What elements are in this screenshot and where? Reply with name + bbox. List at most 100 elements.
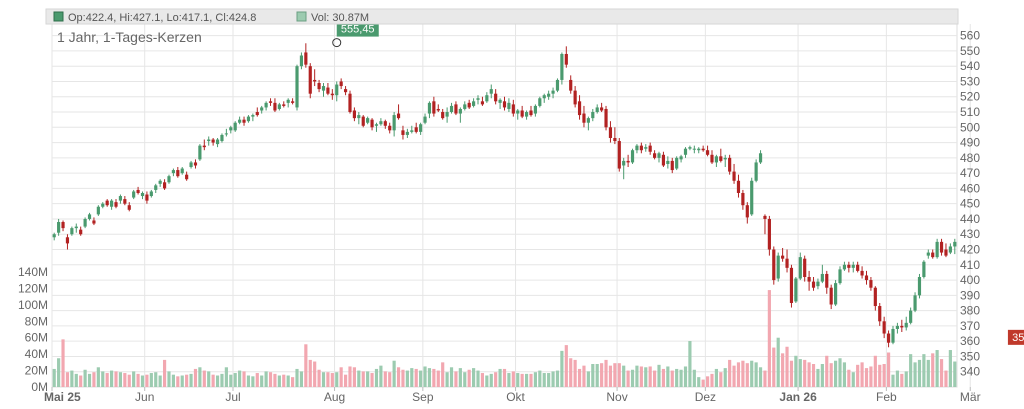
candle-body bbox=[379, 121, 383, 125]
volume-bar bbox=[935, 350, 939, 387]
volume-bar bbox=[273, 373, 277, 387]
candle-body bbox=[820, 273, 824, 282]
candle-body bbox=[110, 200, 114, 207]
volume-bar bbox=[379, 365, 383, 387]
volume-bar bbox=[127, 374, 131, 387]
volume-bar bbox=[282, 374, 286, 387]
candle-body bbox=[533, 105, 537, 114]
candle-body bbox=[87, 214, 92, 219]
candle-body bbox=[145, 194, 149, 201]
candle-body bbox=[789, 267, 794, 303]
candle-body bbox=[732, 171, 736, 181]
candle-body bbox=[520, 110, 524, 117]
volume-bar bbox=[758, 367, 763, 387]
candle-body bbox=[758, 153, 763, 163]
candle-body bbox=[291, 101, 295, 103]
volume-bar bbox=[432, 368, 436, 387]
volume-bar bbox=[374, 368, 379, 387]
volume-bar bbox=[701, 379, 705, 387]
candle-body bbox=[723, 157, 727, 160]
legend-bar bbox=[45, 8, 959, 25]
volume-bar bbox=[878, 364, 882, 387]
candle-body bbox=[825, 273, 829, 288]
volume-bar bbox=[255, 373, 259, 387]
candle-body bbox=[750, 180, 754, 215]
volume-bar bbox=[635, 365, 639, 387]
candle-body bbox=[847, 264, 851, 268]
candle-body bbox=[895, 325, 899, 329]
volume-bar bbox=[900, 373, 904, 387]
candle-body bbox=[286, 99, 290, 103]
candle-body bbox=[834, 283, 838, 305]
candle-body bbox=[304, 52, 308, 65]
volume-bar bbox=[741, 360, 745, 387]
ohlc-legend-label: Op:422.4, Hi:427.1, Lo:417.1, Cl:424.8 bbox=[68, 12, 256, 24]
volume-bar bbox=[419, 370, 423, 387]
candle-body bbox=[388, 125, 392, 131]
candle-body bbox=[697, 148, 701, 151]
candle-body bbox=[70, 228, 74, 235]
volume-bar bbox=[251, 376, 255, 387]
volume-bar bbox=[639, 366, 643, 387]
candle-body bbox=[736, 180, 741, 193]
volume-bar bbox=[860, 362, 864, 387]
volume-bar bbox=[931, 353, 935, 387]
candle-body bbox=[79, 229, 83, 235]
volume-bar bbox=[953, 361, 957, 387]
candle-body bbox=[348, 93, 352, 113]
volume-bar bbox=[617, 363, 621, 387]
candle-body bbox=[229, 127, 233, 131]
volume-bar bbox=[145, 374, 149, 387]
volume-bar bbox=[719, 372, 723, 387]
volume-bar bbox=[321, 372, 326, 387]
volume-bar bbox=[136, 373, 140, 387]
volume-bar bbox=[600, 363, 604, 387]
time-tick-label: Jun bbox=[135, 390, 154, 404]
candle-body bbox=[136, 189, 140, 193]
volume-bar bbox=[670, 370, 674, 387]
volume-bar bbox=[423, 366, 427, 387]
volume-bar bbox=[847, 369, 851, 387]
volume-bar bbox=[502, 368, 507, 387]
candle-body bbox=[635, 145, 639, 151]
candle-body bbox=[683, 148, 688, 155]
candle-body bbox=[529, 110, 533, 116]
candle-body bbox=[860, 270, 864, 276]
volume-bar bbox=[114, 371, 118, 387]
volume-bar bbox=[295, 368, 299, 387]
candle-body bbox=[728, 157, 732, 172]
candle-body bbox=[96, 206, 100, 215]
candle-body bbox=[794, 278, 798, 302]
candle-body bbox=[489, 89, 493, 94]
candle-body bbox=[785, 258, 789, 268]
candle-body bbox=[242, 119, 246, 123]
candle-body bbox=[763, 215, 767, 219]
candle-body bbox=[608, 127, 613, 138]
candle-body bbox=[268, 101, 273, 103]
volume-bar bbox=[542, 373, 546, 387]
volume-bar bbox=[238, 370, 242, 387]
volume-bar bbox=[917, 359, 922, 387]
candle-body bbox=[745, 205, 749, 218]
candle-body bbox=[149, 191, 153, 197]
volume-legend-swatch bbox=[296, 11, 307, 22]
volume-bar bbox=[798, 359, 802, 387]
volume-bar bbox=[591, 364, 595, 387]
volume-bar bbox=[445, 372, 449, 387]
volume-bar bbox=[891, 374, 895, 387]
volume-bar bbox=[595, 364, 599, 387]
volume-bar bbox=[538, 370, 542, 387]
price-tick-label: 450 bbox=[960, 197, 980, 211]
volume-bar bbox=[767, 290, 771, 387]
candle-body bbox=[158, 180, 162, 184]
volume-bar bbox=[176, 376, 180, 387]
candle-body bbox=[569, 79, 573, 91]
volume-bar bbox=[922, 354, 926, 387]
candle-body bbox=[445, 112, 449, 117]
volume-bar bbox=[781, 353, 785, 387]
candle-body bbox=[555, 79, 560, 91]
volume-bar bbox=[463, 372, 467, 387]
volume-bar bbox=[268, 372, 273, 387]
volume-bar bbox=[697, 377, 701, 387]
volume-bar bbox=[52, 368, 56, 387]
